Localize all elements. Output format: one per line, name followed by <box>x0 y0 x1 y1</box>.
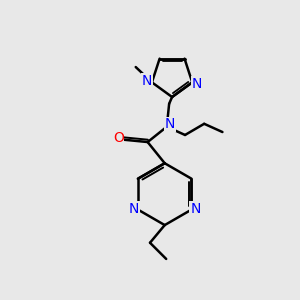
Text: N: N <box>190 202 200 216</box>
Text: N: N <box>129 202 139 216</box>
Text: N: N <box>142 74 152 88</box>
Text: N: N <box>192 76 202 91</box>
Text: O: O <box>113 131 124 145</box>
Text: N: N <box>164 117 175 131</box>
